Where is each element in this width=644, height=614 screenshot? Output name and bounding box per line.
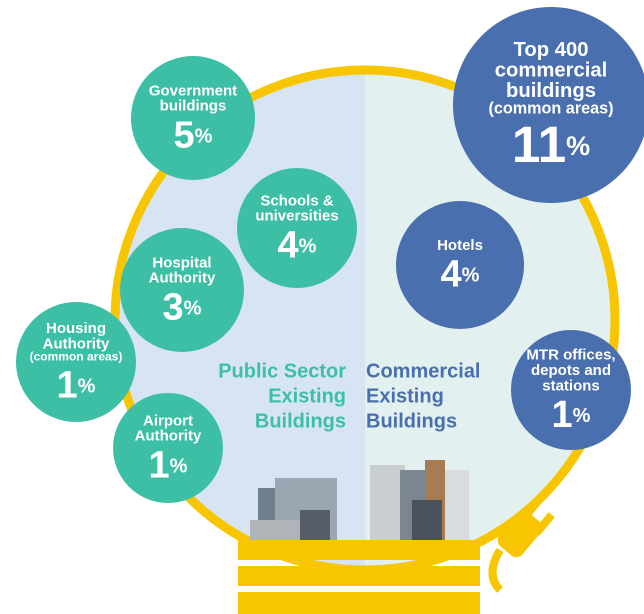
section-label: Existing <box>366 385 444 407</box>
infographic: Public Sector Existing Buildings Commercial… <box>0 0 644 614</box>
bubble-label: commercial <box>495 59 608 81</box>
bulb-base <box>238 540 480 614</box>
value-unit: % <box>566 131 590 161</box>
value-unit: % <box>78 376 96 398</box>
value-number: 11 <box>512 116 566 173</box>
bubble-label: Top 400 <box>513 39 588 61</box>
value-unit: % <box>184 298 202 320</box>
value-number: 1 <box>552 394 573 436</box>
bubble-label: Hotels <box>437 237 483 254</box>
value-unit: % <box>299 236 317 258</box>
section-label: Buildings <box>366 410 457 432</box>
value-number: 4 <box>441 254 462 296</box>
bubble-note: (common areas) <box>30 350 123 364</box>
value-unit: % <box>462 265 480 287</box>
bubble-label: buildings <box>160 98 227 115</box>
value-unit: % <box>170 456 188 478</box>
section-label: Existing <box>268 385 346 407</box>
bubble-label: stations <box>542 377 600 394</box>
value-number: 1 <box>57 364 78 406</box>
value-number: 4 <box>278 224 299 266</box>
section-label: Commercial <box>366 360 481 382</box>
value-number: 1 <box>149 444 170 486</box>
bubble-label: Authority <box>135 428 202 445</box>
value-unit: % <box>195 126 213 148</box>
section-label: Buildings <box>255 410 346 432</box>
value-unit: % <box>573 405 591 427</box>
bubble-label: Authority <box>149 270 216 287</box>
value-number: 3 <box>163 286 184 328</box>
section-label: Public Sector <box>218 360 346 382</box>
value-number: 5 <box>174 114 195 156</box>
bubble-label: universities <box>255 208 338 225</box>
